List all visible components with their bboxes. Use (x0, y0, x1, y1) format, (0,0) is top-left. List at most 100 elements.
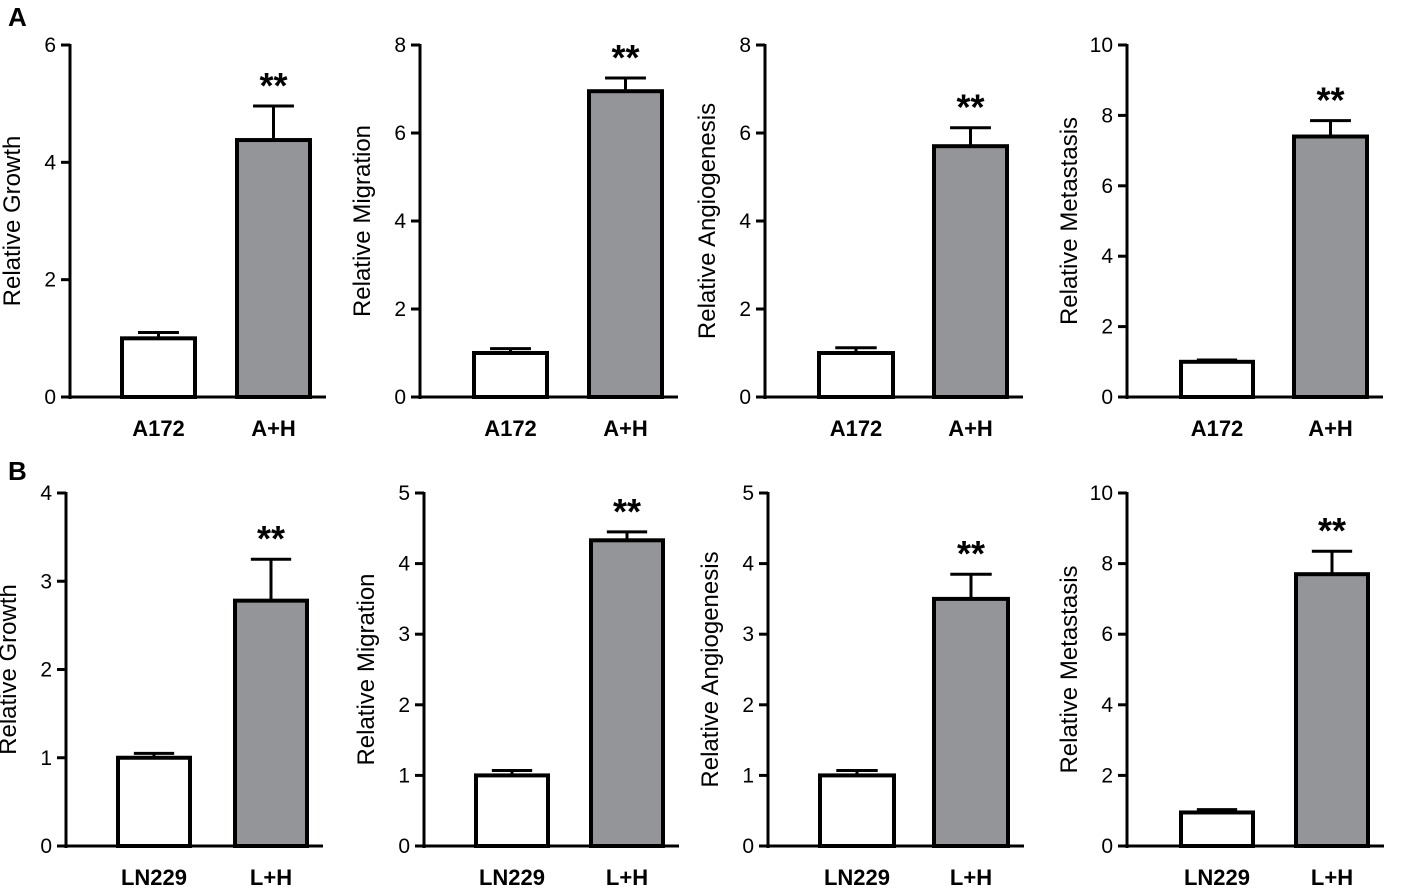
y-tick-label: 4 (1101, 245, 1113, 268)
y-tick-label: 6 (44, 34, 56, 57)
significance-annotation: ** (957, 533, 985, 574)
y-tick-label: 4 (739, 210, 751, 233)
y-tick-label: 4 (40, 482, 52, 505)
x-tick-label: LN229 (121, 865, 187, 890)
bar-a172 (472, 351, 549, 399)
chart-7: 0 1 2 3 4 5 Relative Angiogenesis LN229 L+H ** (697, 482, 1024, 890)
bar-ln229 (818, 773, 896, 849)
y-axis-label: Relative Growth (0, 584, 22, 755)
y-tick-label: 5 (398, 482, 410, 505)
y-axis-label: Relative Migration (349, 125, 376, 317)
bar-l-h (932, 596, 1010, 849)
x-tick-label: A+H (251, 416, 296, 441)
y-tick-label: 0 (1101, 386, 1113, 409)
bar-a172 (120, 336, 197, 400)
y-tick-label: 0 (40, 835, 52, 858)
y-tick-label: 2 (739, 298, 751, 321)
y-tick-label: 4 (742, 553, 754, 576)
bar-l-h (233, 598, 309, 848)
y-tick-label: 10 (1090, 482, 1113, 505)
chart-1: 0 2 4 6 Relative Growth A172 A+H ** (0, 34, 326, 441)
y-tick-label: 8 (1101, 553, 1113, 576)
significance-annotation: ** (257, 518, 285, 559)
bar-a172 (1179, 359, 1255, 399)
y-tick-label: 2 (742, 694, 754, 717)
bar-a-h (235, 138, 312, 399)
bar-ln229 (116, 755, 192, 848)
bar-a172 (817, 351, 895, 399)
y-tick-label: 5 (742, 482, 754, 505)
x-tick-label: A172 (484, 416, 537, 441)
y-tick-label: 3 (40, 570, 52, 593)
y-tick-label: 10 (1090, 34, 1113, 57)
significance-annotation: ** (1318, 510, 1346, 551)
y-tick-label: 0 (394, 386, 406, 409)
y-tick-label: 0 (44, 386, 56, 409)
x-tick-label: A172 (1191, 416, 1244, 441)
y-tick-label: 3 (398, 623, 410, 646)
y-axis-label: Relative Metastasis (1056, 565, 1083, 773)
significance-annotation: ** (956, 87, 984, 128)
y-tick-label: 8 (1101, 104, 1113, 127)
x-tick-label: L+H (950, 865, 992, 890)
x-tick-label: LN229 (479, 865, 545, 890)
bar-l-h (1294, 572, 1370, 848)
y-tick-label: 4 (394, 210, 406, 233)
x-tick-label: A+H (948, 416, 993, 441)
y-tick-label: 0 (1101, 835, 1113, 858)
y-tick-label: 2 (1101, 764, 1113, 787)
significance-annotation: ** (1316, 80, 1344, 121)
x-tick-label: L+H (1311, 865, 1353, 890)
y-tick-label: 2 (394, 298, 406, 321)
y-axis-label: Relative Metastasis (1056, 117, 1083, 325)
y-axis-label: Relative Angiogenesis (694, 103, 721, 339)
y-tick-label: 0 (742, 835, 754, 858)
y-tick-label: 1 (742, 764, 754, 787)
chart-5: 0 1 2 3 4 Relative Growth LN229 L+H ** (0, 482, 323, 890)
x-tick-label: LN229 (1184, 865, 1250, 890)
x-tick-label: L+H (606, 865, 648, 890)
y-axis-label: Relative Angiogenesis (697, 551, 724, 787)
bar-l-h (589, 538, 665, 848)
y-tick-label: 2 (44, 269, 56, 292)
bar-ln229 (474, 773, 550, 849)
y-tick-label: 6 (1101, 623, 1113, 646)
panel-label-a: A (8, 2, 27, 32)
y-tick-label: 6 (1101, 175, 1113, 198)
chart-6: 0 1 2 3 4 5 Relative Migration LN229 L+H ** (353, 482, 679, 890)
y-axis-label: Relative Migration (353, 573, 380, 765)
significance-annotation: ** (259, 65, 287, 106)
y-tick-label: 8 (739, 34, 751, 57)
bar-ln229 (1179, 810, 1255, 849)
y-tick-label: 2 (40, 659, 52, 682)
x-tick-label: A172 (830, 416, 883, 441)
x-tick-label: A172 (132, 416, 185, 441)
y-tick-label: 8 (394, 34, 406, 57)
chart-4: 0 2 4 6 8 10 Relative Metastasis A172 A+H ** (1056, 34, 1383, 441)
x-tick-label: L+H (250, 865, 292, 890)
y-axis-label: Relative Growth (0, 136, 26, 307)
chart-3: 0 2 4 6 8 Relative Angiogenesis A172 A+H ** (694, 34, 1023, 441)
bar-a-h (587, 89, 664, 399)
y-tick-label: 0 (398, 835, 410, 858)
chart-2: 0 2 4 6 8 Relative Migration A172 A+H ** (349, 34, 678, 441)
y-tick-label: 1 (40, 747, 52, 770)
y-tick-label: 0 (739, 386, 751, 409)
y-tick-label: 6 (739, 122, 751, 145)
chart-8: 0 2 4 6 8 10 Relative Metastasis LN229 L+H ** (1056, 482, 1384, 890)
significance-annotation: ** (611, 37, 639, 78)
x-tick-label: A+H (1308, 416, 1353, 441)
y-tick-label: 4 (44, 151, 56, 174)
y-tick-label: 2 (1101, 316, 1113, 339)
x-tick-label: LN229 (824, 865, 890, 890)
y-tick-label: 4 (1101, 694, 1113, 717)
y-tick-label: 2 (398, 694, 410, 717)
bar-a-h (1292, 134, 1369, 400)
significance-annotation: ** (613, 491, 641, 532)
y-tick-label: 1 (398, 764, 410, 787)
x-tick-label: A+H (603, 416, 648, 441)
panel-label-b: B (8, 456, 27, 486)
bar-a-h (932, 144, 1009, 399)
y-tick-label: 6 (394, 122, 406, 145)
